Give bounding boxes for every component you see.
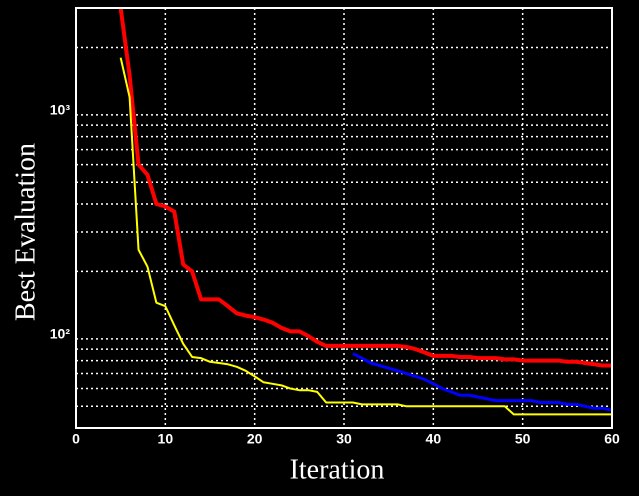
- plot-frame: [75, 7, 613, 429]
- x-tick-label: 10: [158, 431, 174, 447]
- y-tick-label: 10³: [50, 102, 71, 118]
- x-tick-label: 20: [247, 431, 263, 447]
- series-line: [118, 8, 612, 368]
- series-line: [352, 352, 612, 412]
- y-axis-label: Best Evaluation: [10, 143, 41, 321]
- x-tick-label: 50: [515, 431, 531, 447]
- x-tick-label: 30: [336, 431, 352, 447]
- x-axis-label: Iteration: [290, 454, 385, 485]
- x-tick-label: 60: [604, 431, 620, 447]
- series-line: [119, 57, 612, 416]
- x-tick-label: 0: [72, 431, 80, 447]
- x-tick-label: 40: [426, 431, 442, 447]
- y-tick-label: 10²: [50, 326, 71, 342]
